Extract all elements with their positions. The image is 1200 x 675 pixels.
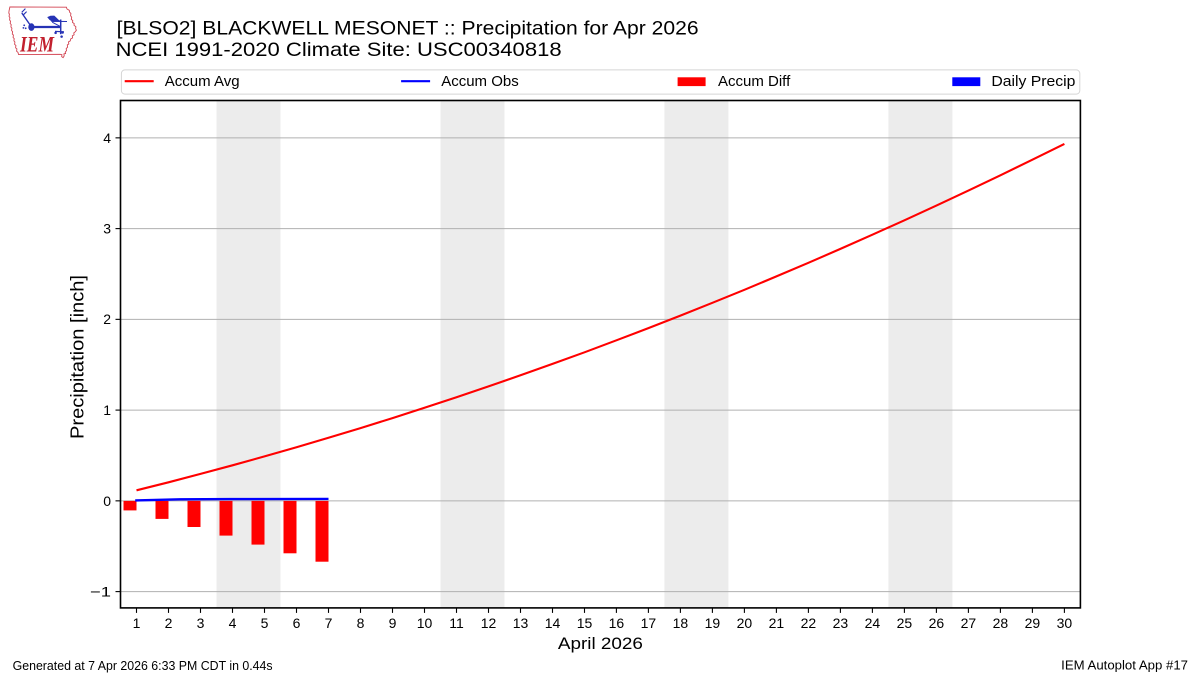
svg-text:4: 4	[103, 130, 111, 146]
svg-text:25: 25	[897, 615, 913, 631]
svg-text:3: 3	[103, 221, 111, 237]
svg-text:Daily Precip: Daily Precip	[991, 73, 1075, 90]
svg-text:20: 20	[737, 615, 753, 631]
svg-text:21: 21	[769, 615, 785, 631]
svg-text:4: 4	[229, 615, 237, 631]
svg-text:−1: −1	[90, 584, 111, 600]
svg-text:15: 15	[577, 615, 593, 631]
svg-text:Precipitation [inch]: Precipitation [inch]	[68, 275, 88, 439]
svg-text:14: 14	[545, 615, 561, 631]
svg-text:5: 5	[261, 615, 269, 631]
svg-text:19: 19	[705, 615, 721, 631]
svg-text:28: 28	[993, 615, 1009, 631]
svg-text:Generated at 7 Apr 2026 6:33 P: Generated at 7 Apr 2026 6:33 PM CDT in 0…	[13, 658, 273, 673]
svg-text:3: 3	[197, 615, 205, 631]
svg-text:[BLSO2] BLACKWELL MESONET :: P: [BLSO2] BLACKWELL MESONET :: Precipitati…	[117, 18, 699, 40]
svg-text:10: 10	[417, 615, 433, 631]
svg-text:Accum Obs: Accum Obs	[441, 73, 519, 90]
svg-text:27: 27	[961, 615, 977, 631]
svg-text:7: 7	[325, 615, 333, 631]
svg-text:12: 12	[481, 615, 497, 631]
svg-text:22: 22	[801, 615, 817, 631]
svg-text:2: 2	[103, 311, 111, 327]
svg-text:26: 26	[929, 615, 945, 631]
svg-text:1: 1	[103, 402, 111, 418]
svg-text:IEM Autoplot App #17: IEM Autoplot App #17	[1061, 657, 1188, 672]
svg-text:IEM: IEM	[19, 32, 55, 57]
svg-text:Accum Diff: Accum Diff	[718, 73, 791, 90]
svg-text:18: 18	[673, 615, 689, 631]
svg-text:11: 11	[449, 615, 464, 631]
svg-text:NCEI 1991-2020 Climate Site: U: NCEI 1991-2020 Climate Site: USC00340818	[116, 39, 562, 61]
svg-text:17: 17	[641, 615, 657, 631]
svg-text:30: 30	[1057, 615, 1073, 631]
svg-text:23: 23	[833, 615, 849, 631]
svg-text:1: 1	[133, 615, 141, 631]
svg-text:9: 9	[389, 615, 397, 631]
svg-text:April 2026: April 2026	[558, 635, 643, 653]
svg-text:13: 13	[513, 615, 529, 631]
svg-text:8: 8	[357, 615, 365, 631]
svg-text:2: 2	[165, 615, 173, 631]
svg-text:16: 16	[609, 615, 625, 631]
svg-text:0: 0	[103, 493, 111, 509]
svg-text:24: 24	[865, 615, 881, 631]
svg-text:6: 6	[293, 615, 301, 631]
svg-text:Accum Avg: Accum Avg	[165, 73, 240, 90]
svg-text:29: 29	[1025, 615, 1041, 631]
